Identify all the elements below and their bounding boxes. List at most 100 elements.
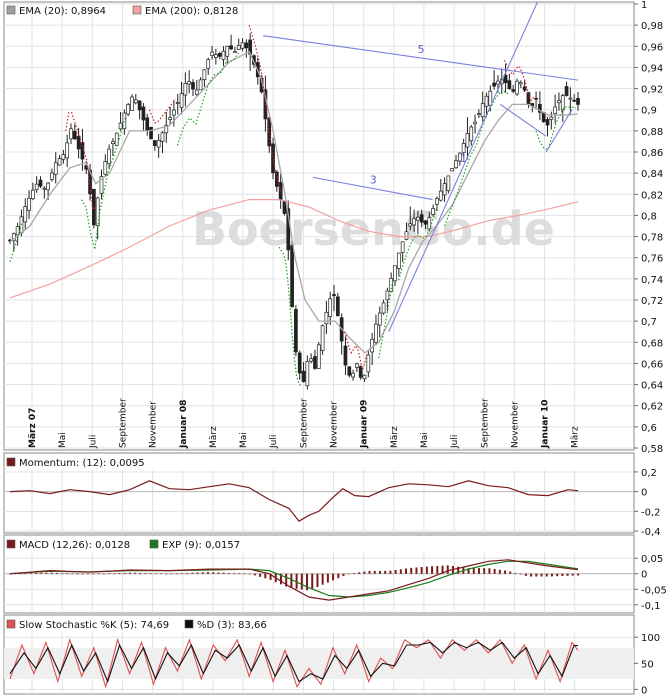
macd-line [9,559,579,601]
y-tick-label: 0,05 [641,554,663,565]
histogram-bar [441,565,444,574]
legend-swatch [149,539,159,549]
candle-body [469,126,474,142]
candle-body [393,265,397,282]
y-tick-label: 0,2 [641,468,657,479]
histogram-bar [45,572,48,574]
candle-body [385,290,390,301]
y-tick-label: 0,8 [641,211,657,222]
histogram-bar [306,573,309,591]
histogram-bar [405,568,408,574]
candle-body [149,126,153,140]
y-tick-label: 0,66 [641,359,663,370]
y-tick-label: -0,4 [641,527,661,538]
candle-body [65,142,70,159]
histogram-bar [123,572,126,574]
histogram-bar [561,573,564,576]
x-tick-label: November [330,401,340,448]
candle-body [80,142,85,160]
histogram-bar [222,572,225,574]
y-tick-label: 0,96 [641,42,663,53]
candle-body [347,366,352,376]
histogram-bar [170,573,173,575]
candle-body [553,106,557,114]
histogram-bar [347,573,350,575]
sar-segment-5 [398,202,440,281]
legend-label: EMA (20): 0,8964 [19,6,106,17]
candle-body [114,132,119,146]
candle-body [568,97,573,100]
histogram-bar [342,573,345,576]
stochastic-k-line [9,637,579,689]
candle-body [61,154,66,160]
histogram-bar [378,570,381,574]
histogram-bar [134,572,137,574]
candle-body [362,374,367,380]
histogram-bar [180,573,183,574]
candle-body [198,79,203,91]
candle-body [23,206,28,223]
histogram-bar [160,573,163,575]
y-tick-label: 0,68 [641,338,663,349]
histogram-bar [264,573,267,579]
candle-body [400,241,405,253]
histogram-bar [556,573,559,577]
candle-body [549,116,554,120]
x-tick-label: September [480,398,490,448]
y-tick-label: 0,98 [641,21,663,32]
legend-label: EXP (9): 0,0157 [162,540,240,551]
candle-body [297,352,302,374]
histogram-bar [269,573,272,580]
histogram-bar [535,573,538,577]
histogram-bar [420,567,423,574]
x-tick-label: Januar 09 [360,400,370,449]
trendline-2 [388,1,538,332]
trendline-4 [545,109,573,153]
candle-body [103,161,108,175]
candle-body [137,100,142,111]
histogram-bar [253,573,256,576]
y-tick-label: -0,05 [641,585,667,596]
y-tick-label: 1 [641,0,647,11]
candle-body [217,53,222,57]
candle-body [465,132,470,148]
candle-body [477,113,481,116]
trendline-label: 1 [460,152,467,165]
histogram-bar [368,570,371,574]
legend-label: EMA (200): 0,8128 [145,6,238,17]
candle-body [503,74,508,84]
candle-body [130,96,134,111]
x-tick-label: März [209,426,219,448]
candle-body [72,130,77,140]
candle-body [233,51,237,53]
legend-swatch [6,457,16,467]
histogram-bar [128,572,131,574]
sar-green-segment-2 [278,246,302,387]
candle-body [187,81,192,85]
y-tick-label: 0,82 [641,190,663,201]
candle-body [46,182,50,191]
x-tick-label: November [510,401,520,448]
histogram-bar [394,569,397,574]
candle-body [408,223,413,227]
ema20-line [9,50,579,354]
histogram-bar [201,572,204,574]
candle-body [175,102,180,104]
legend-swatch [6,619,16,629]
candle-body [122,112,127,130]
candle-body [328,298,333,317]
histogram-bar [227,572,230,574]
momentum-line [9,480,579,522]
candle-body [107,148,111,165]
sar-segment-1 [65,111,97,212]
histogram-bar [186,572,189,574]
candle-body [168,117,172,120]
histogram-bar [514,572,517,574]
candle-body [202,69,207,80]
candle-body [160,132,165,142]
histogram-bar [326,573,329,583]
x-tick-label: September [299,398,309,448]
histogram-bar [9,573,11,575]
legend-swatch [132,5,142,15]
x-tick-label: März [390,426,400,448]
